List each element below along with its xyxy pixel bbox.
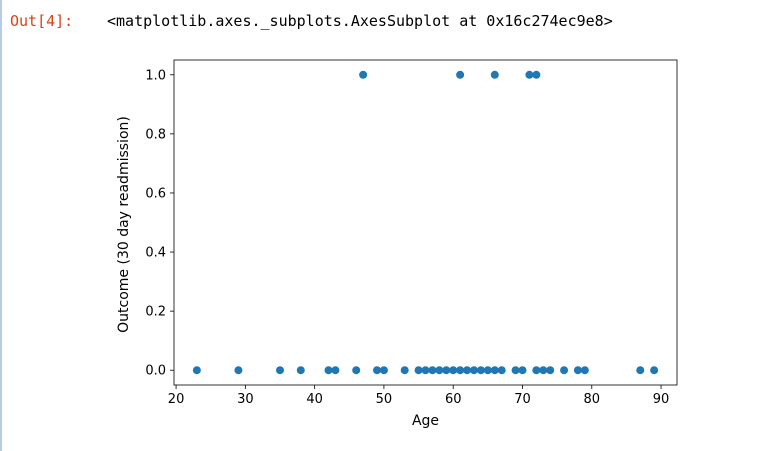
y-tick-label: 0.6 xyxy=(145,186,166,201)
y-tick-label: 1.0 xyxy=(145,68,166,83)
y-axis-label: Outcome (30 day readmission) xyxy=(116,116,132,333)
chart-marks xyxy=(192,70,659,375)
scatter-point xyxy=(483,366,492,375)
output-repr-text: <matplotlib.axes._subplots.AxesSubplot a… xyxy=(107,12,613,30)
scatter-point xyxy=(435,366,444,375)
plot-frame xyxy=(173,59,678,386)
scatter-point xyxy=(490,70,499,79)
scatter-point xyxy=(379,366,388,375)
x-tick-label: 60 xyxy=(445,392,462,407)
x-axis-label: Age xyxy=(412,413,439,429)
scatter-point xyxy=(518,366,527,375)
scatter-point xyxy=(449,366,458,375)
scatter-point xyxy=(331,366,340,375)
scatter-point xyxy=(296,366,305,375)
scatter-point xyxy=(525,70,534,79)
y-tick-label: 0.0 xyxy=(145,364,166,379)
scatter-point xyxy=(511,366,520,375)
scatter-point xyxy=(469,366,478,375)
scatter-point xyxy=(421,366,430,375)
output-prompt: Out[4]: xyxy=(10,12,74,30)
y-tick-label: 0.2 xyxy=(145,305,166,320)
y-tick-label: 0.8 xyxy=(145,127,166,142)
scatter-point xyxy=(560,366,569,375)
scatter-point xyxy=(276,366,285,375)
scatter-point xyxy=(546,366,555,375)
x-tick-label: 70 xyxy=(514,392,531,407)
y-axis-ticks: 0.0 0.2 0.4 0.6 0.8 1.0 xyxy=(145,68,174,379)
scatter-point xyxy=(532,366,541,375)
scatter-point xyxy=(497,366,506,375)
scatter-point xyxy=(650,366,659,375)
x-tick-label: 20 xyxy=(168,392,185,407)
cell-selection-bar xyxy=(0,0,2,451)
scatter-point xyxy=(414,366,423,375)
scatter-point xyxy=(636,366,645,375)
scatter-point xyxy=(373,366,382,375)
x-tick-label: 50 xyxy=(376,392,393,407)
scatter-point xyxy=(580,366,589,375)
scatter-point xyxy=(539,366,548,375)
scatter-point xyxy=(476,366,485,375)
scatter-point xyxy=(490,366,499,375)
scatter-point xyxy=(456,366,465,375)
x-tick-label: 40 xyxy=(306,392,323,407)
x-tick-label: 80 xyxy=(584,392,601,407)
x-tick-label: 30 xyxy=(237,392,254,407)
scatter-point xyxy=(400,366,409,375)
y-tick-label: 0.4 xyxy=(145,246,166,261)
scatter-point xyxy=(359,70,368,79)
scatter-point xyxy=(532,70,541,79)
scatter-point xyxy=(463,366,472,375)
scatter-point xyxy=(352,366,361,375)
scatter-point xyxy=(428,366,437,375)
scatter-point xyxy=(234,366,243,375)
scatter-point xyxy=(456,70,465,79)
scatter-point xyxy=(573,366,582,375)
scatter-point xyxy=(324,366,333,375)
scatter-point xyxy=(442,366,451,375)
scatter-point xyxy=(192,366,201,375)
x-tick-label: 90 xyxy=(653,392,670,407)
x-axis-ticks: 20 30 40 50 60 70 80 90 xyxy=(168,385,670,407)
